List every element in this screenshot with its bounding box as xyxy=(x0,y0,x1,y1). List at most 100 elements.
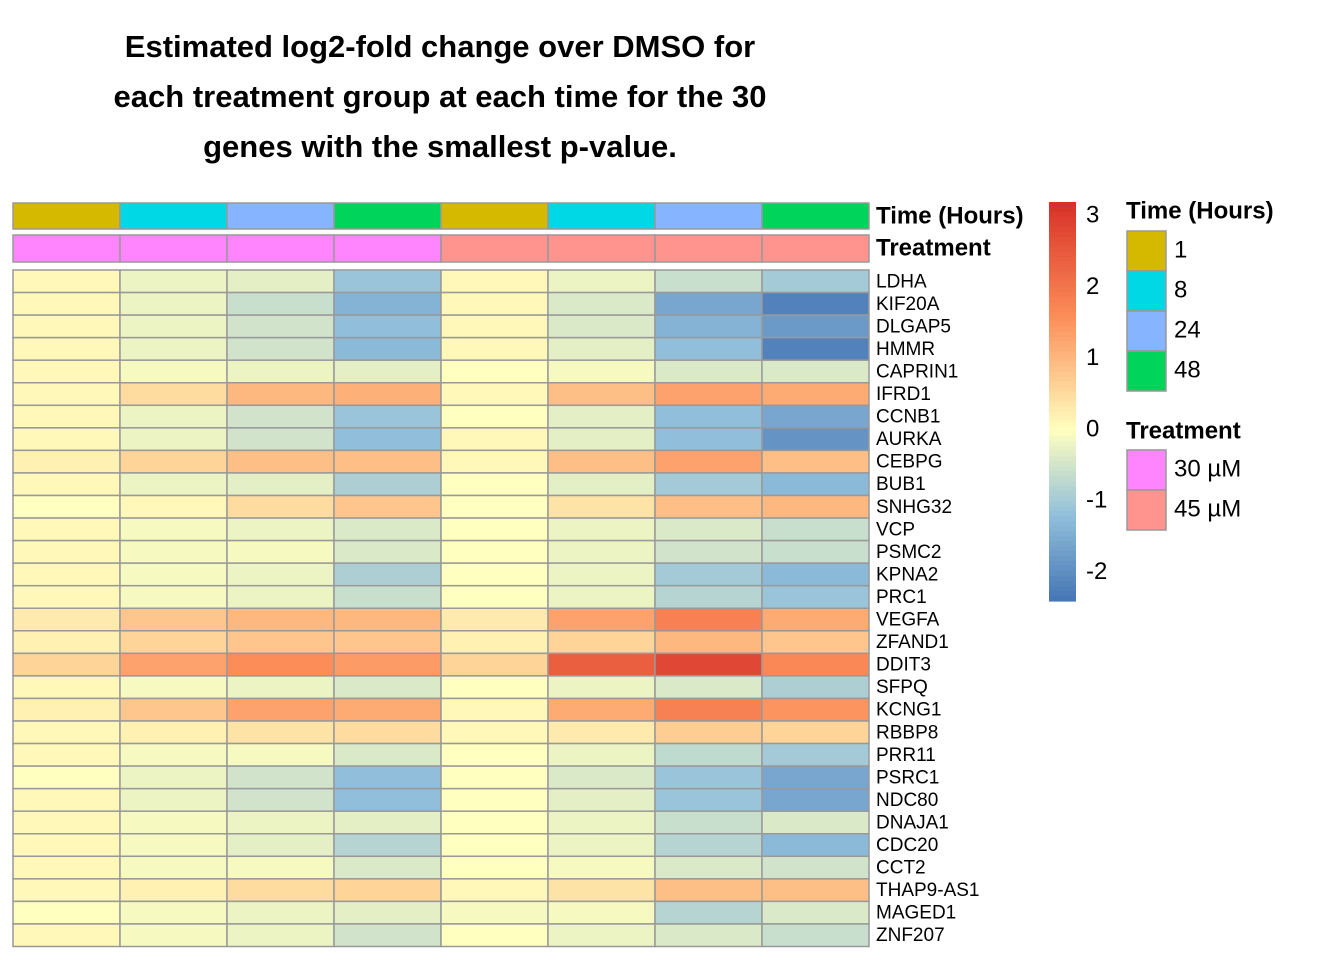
heatmap-cell xyxy=(12,900,121,925)
heatmap-cell xyxy=(333,742,442,767)
heatmap-cell xyxy=(333,404,442,429)
heatmap-cell xyxy=(119,314,228,339)
heatmap-cell xyxy=(547,336,656,361)
heatmap-cell xyxy=(654,697,763,722)
chart-title-line-3: genes with the smallest p-value. xyxy=(203,129,677,164)
heatmap-cell xyxy=(226,517,335,542)
colorbar-segment xyxy=(1049,266,1076,273)
annotation-treatment-cell xyxy=(654,234,763,263)
heatmap-cell xyxy=(654,675,763,700)
heatmap-cell xyxy=(12,765,121,790)
heatmap-cell xyxy=(12,269,121,294)
gene-label: DNAJA1 xyxy=(876,812,949,833)
legend-time-swatch xyxy=(1126,350,1167,392)
gene-label: PSRC1 xyxy=(876,767,939,788)
heatmap-cell xyxy=(440,720,549,745)
colorbar-segment xyxy=(1049,371,1076,378)
colorbar-segment xyxy=(1049,331,1076,338)
heatmap-cell xyxy=(547,562,656,587)
colorbar-segment xyxy=(1049,306,1076,313)
heatmap-cell xyxy=(654,742,763,767)
heatmap-cell xyxy=(761,494,870,519)
heatmap-cell xyxy=(119,517,228,542)
annotation-treatment-cell xyxy=(119,234,228,263)
heatmap-cell xyxy=(761,630,870,655)
heatmap-cell xyxy=(440,314,549,339)
heatmap-cell xyxy=(654,878,763,903)
heatmap-cell xyxy=(12,855,121,880)
heatmap-cell xyxy=(119,878,228,903)
heatmap-cell xyxy=(119,855,228,880)
annotation-time-cell xyxy=(119,202,228,230)
heatmap-cell xyxy=(440,517,549,542)
colorbar-segment xyxy=(1049,531,1076,537)
colorbar-segment xyxy=(1049,476,1076,482)
colorbar-tick-label: 0 xyxy=(1086,415,1099,442)
heatmap-cell xyxy=(226,878,335,903)
colorbar-segment xyxy=(1049,411,1076,418)
gene-label: DDIT3 xyxy=(876,655,931,676)
heatmap-cell xyxy=(12,562,121,587)
heatmap-cell xyxy=(12,584,121,610)
gene-label: CEBPG xyxy=(876,452,943,473)
annotation-time-cell xyxy=(12,202,121,230)
heatmap-cell xyxy=(654,765,763,790)
heatmap-cell xyxy=(440,810,549,835)
colorbar-segment xyxy=(1049,341,1076,348)
heatmap-cell xyxy=(440,404,549,429)
heatmap-cell xyxy=(12,720,121,745)
gene-label: CAPRIN1 xyxy=(876,361,958,382)
colorbar-segment xyxy=(1049,556,1076,562)
heatmap-cell xyxy=(547,742,656,767)
colorbar-segment xyxy=(1049,586,1076,592)
heatmap-cell xyxy=(333,314,442,339)
gene-label: VCP xyxy=(876,519,915,540)
heatmap-cell xyxy=(226,810,335,835)
gene-label: PRC1 xyxy=(876,587,927,608)
heatmap-cell xyxy=(654,517,763,542)
heatmap-cell xyxy=(12,359,121,384)
heatmap-cell xyxy=(119,787,228,812)
heatmap-cell xyxy=(119,810,228,835)
heatmap-cell xyxy=(654,449,763,474)
heatmap-cell xyxy=(226,539,335,564)
legend-treatment-swatch xyxy=(1126,449,1167,491)
heatmap-cell xyxy=(333,630,442,655)
heatmap-cell xyxy=(440,449,549,474)
heatmap-cell xyxy=(226,855,335,880)
heatmap-cell xyxy=(440,630,549,655)
heatmap-cell xyxy=(547,291,656,316)
heatmap-cell xyxy=(440,652,549,677)
heatmap-cell xyxy=(333,720,442,745)
colorbar-segment xyxy=(1049,536,1076,542)
legend-treatment-label: 45 µM xyxy=(1174,495,1241,522)
heatmap-cell xyxy=(333,449,442,474)
heatmap-cell xyxy=(654,810,763,835)
heatmap-cell xyxy=(333,878,442,903)
colorbar-segment xyxy=(1049,271,1076,278)
colorbar-segment xyxy=(1049,321,1076,328)
heatmap-cell xyxy=(333,833,442,858)
legend-time-swatch xyxy=(1126,230,1167,272)
colorbar-segment xyxy=(1049,576,1076,582)
colorbar-segment xyxy=(1049,256,1076,263)
colorbar-segment xyxy=(1049,471,1076,477)
colorbar-tick-label: -2 xyxy=(1086,558,1107,585)
heatmap-cell xyxy=(654,269,763,294)
heatmap-cell xyxy=(226,382,335,407)
colorbar-segment xyxy=(1049,202,1076,208)
annotation-time-cell xyxy=(333,202,442,230)
heatmap-cell xyxy=(761,517,870,542)
heatmap-cell xyxy=(12,652,121,677)
heatmap-cell xyxy=(226,720,335,745)
heatmap-cell xyxy=(226,652,335,677)
heatmap-cell xyxy=(761,584,870,610)
annotation-label-time: Time (Hours) xyxy=(876,202,1024,229)
colorbar-segment xyxy=(1049,376,1076,383)
gene-label: AURKA xyxy=(876,429,942,450)
gene-label: THAP9-AS1 xyxy=(876,880,979,901)
gene-label: KPNA2 xyxy=(876,564,938,585)
colorbar-segment xyxy=(1049,296,1076,303)
colorbar-segment xyxy=(1049,466,1076,472)
